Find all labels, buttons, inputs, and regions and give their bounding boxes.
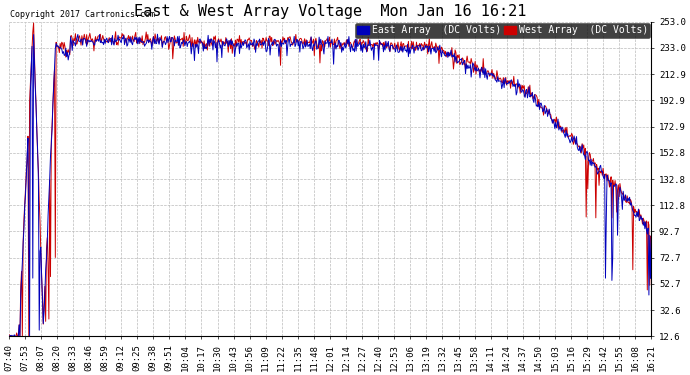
Legend: East Array  (DC Volts), West Array  (DC Volts): East Array (DC Volts), West Array (DC Vo… (355, 23, 651, 38)
Text: Copyright 2017 Cartronics.com: Copyright 2017 Cartronics.com (10, 10, 155, 19)
Title: East & West Array Voltage  Mon Jan 16 16:21: East & West Array Voltage Mon Jan 16 16:… (134, 4, 526, 19)
